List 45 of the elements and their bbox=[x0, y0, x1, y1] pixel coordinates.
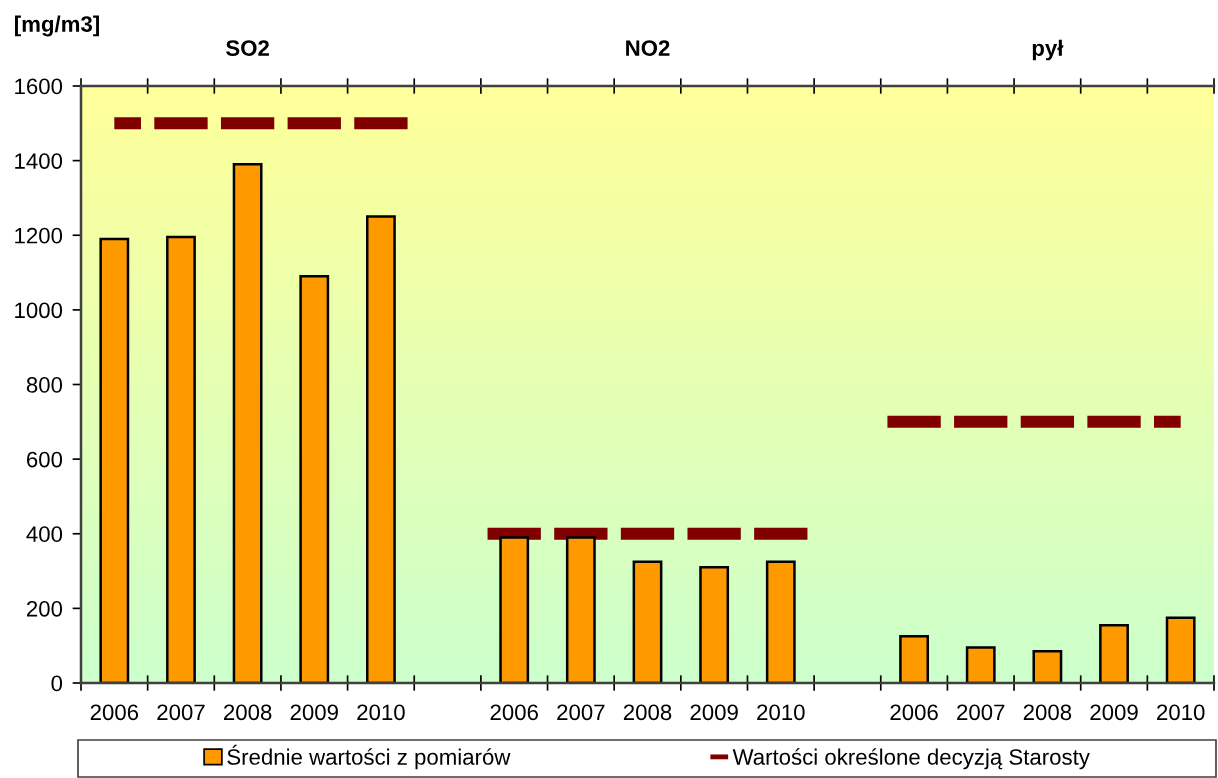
x-tick-label: 2008 bbox=[623, 704, 672, 721]
y-tick-label: 1600 bbox=[15, 78, 63, 95]
x-tick-label: 2007 bbox=[557, 704, 605, 721]
x-tick-label: 2010 bbox=[757, 704, 805, 721]
bar bbox=[1032, 650, 1063, 683]
bar bbox=[765, 560, 796, 683]
bar bbox=[899, 635, 929, 683]
bar bbox=[1099, 623, 1129, 683]
y-tick-label: 1400 bbox=[15, 153, 63, 169]
x-tick-label: 2006 bbox=[890, 704, 938, 721]
bar bbox=[565, 536, 596, 683]
legend-label: Średnie wartości z pomiarów bbox=[227, 744, 511, 770]
x-tick-label: 2009 bbox=[290, 704, 338, 721]
y-tick-label: 0 bbox=[51, 675, 63, 692]
text: pył bbox=[1032, 39, 1064, 61]
x-tick-label: 2007 bbox=[157, 704, 205, 721]
y-tick-label: 1000 bbox=[15, 302, 63, 319]
x-tick-label: 2010 bbox=[1157, 704, 1205, 721]
y-axis-title: [mg/m3] bbox=[15, 15, 99, 37]
bar bbox=[366, 215, 396, 683]
text: NO2 bbox=[626, 40, 670, 56]
y-tick-label: 400 bbox=[26, 526, 63, 543]
x-tick-label: 2009 bbox=[690, 704, 738, 721]
x-tick-label: 2006 bbox=[90, 704, 139, 721]
bar bbox=[1165, 616, 1196, 683]
x-tick-label: 2006 bbox=[490, 704, 538, 721]
bar bbox=[499, 536, 530, 683]
x-tick-label: 2008 bbox=[224, 704, 272, 721]
legend-label: Wartości określone decyzją Starosty bbox=[732, 748, 1090, 770]
y-tick-label: 1200 bbox=[15, 227, 63, 244]
x-tick-label: 2008 bbox=[1023, 704, 1072, 721]
y-tick-label: 600 bbox=[27, 451, 63, 468]
x-tick-label: 2010 bbox=[357, 704, 405, 721]
bar bbox=[299, 275, 330, 683]
bar bbox=[965, 646, 996, 683]
y-tick-label: 200 bbox=[26, 600, 63, 617]
bar bbox=[166, 235, 196, 683]
bar bbox=[232, 163, 263, 683]
x-tick-label: 2009 bbox=[1090, 704, 1138, 721]
bar bbox=[699, 566, 730, 683]
text: SO2 bbox=[226, 40, 269, 56]
y-tick-label: 800 bbox=[26, 377, 63, 393]
bar bbox=[99, 237, 130, 683]
x-tick-label: 2007 bbox=[957, 704, 1005, 721]
bar bbox=[632, 560, 663, 683]
